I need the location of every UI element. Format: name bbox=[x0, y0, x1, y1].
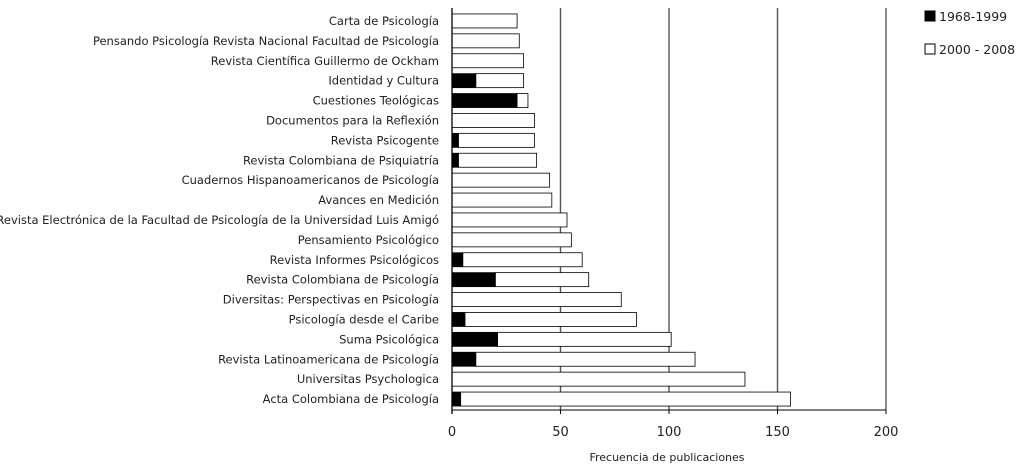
legend-swatch-period-2000-2008 bbox=[924, 43, 936, 55]
bar-period-2000-2008-3 bbox=[475, 73, 525, 89]
bar-period-1968-1999-16 bbox=[451, 331, 498, 347]
category-label: Carta de Psicología bbox=[329, 14, 439, 28]
category-label: Psicología desde el Caribe bbox=[289, 312, 439, 326]
bar-period-2000-2008-12 bbox=[462, 252, 583, 268]
bar-period-2000-2008-7 bbox=[458, 152, 538, 168]
category-label: Revista Colombiana de Psiquiatría bbox=[243, 153, 439, 167]
category-label: Revista Latinoamericana de Psicología bbox=[218, 352, 439, 366]
x-tick-label: 0 bbox=[448, 425, 456, 440]
bar-period-2000-2008-19 bbox=[460, 391, 791, 407]
x-tick-label: 150 bbox=[765, 425, 790, 440]
x-tick-label: 100 bbox=[657, 425, 682, 440]
category-label: Identidad y Cultura bbox=[328, 74, 439, 88]
bar-period-2000-2008-18 bbox=[451, 371, 746, 387]
category-label: Suma Psicológica bbox=[339, 332, 439, 346]
bar-period-1968-1999-19 bbox=[451, 391, 462, 407]
category-label: Revista Científica Guillermo de Ockham bbox=[211, 54, 439, 68]
category-label: Cuadernos Hispanoamericanos de Psicologí… bbox=[182, 173, 439, 187]
bar-period-1968-1999-6 bbox=[451, 132, 459, 148]
bar-period-2000-2008-5 bbox=[451, 113, 535, 128]
bar-period-2000-2008-9 bbox=[451, 192, 553, 208]
bar-period-2000-2008-4 bbox=[516, 93, 529, 108]
category-label: Avances en Medición bbox=[318, 193, 439, 207]
bar-period-1968-1999-4 bbox=[451, 93, 518, 108]
category-label: Documentos para la Reflexión bbox=[266, 113, 439, 127]
bar-period-1968-1999-3 bbox=[451, 73, 477, 89]
bar-period-1968-1999-15 bbox=[451, 312, 466, 327]
bar-period-2000-2008-0 bbox=[451, 13, 518, 29]
bar-period-2000-2008-14 bbox=[451, 292, 622, 307]
legend: 1968-1999 2000 - 2008 bbox=[924, 9, 1015, 57]
bar-period-2000-2008-16 bbox=[497, 331, 672, 347]
category-label: Revista Informes Psicológicos bbox=[270, 253, 439, 267]
bars bbox=[451, 13, 791, 407]
bar-period-1968-1999-12 bbox=[451, 252, 464, 268]
bar-period-2000-2008-11 bbox=[451, 232, 572, 248]
legend-label: 2000 - 2008 bbox=[939, 42, 1015, 57]
category-label: Acta Colombiana de Psicología bbox=[263, 392, 439, 406]
bar-period-2000-2008-2 bbox=[451, 53, 525, 69]
category-label: Revista Psicogente bbox=[331, 133, 439, 147]
category-label: Pensamiento Psicológico bbox=[298, 233, 439, 247]
category-label: Revista Colombiana de Psicología bbox=[246, 273, 439, 287]
x-tick-label: 200 bbox=[874, 425, 899, 440]
legend-label: 1968-1999 bbox=[939, 9, 1007, 24]
bar-period-1968-1999-13 bbox=[451, 272, 496, 288]
x-tick-label: 50 bbox=[552, 425, 569, 440]
x-axis: 0 50 100 150 200 bbox=[448, 8, 899, 440]
bar-period-2000-2008-15 bbox=[464, 312, 637, 327]
category-labels: Carta de Psicología Pensando Psicología R… bbox=[0, 14, 439, 406]
category-label: Revista Electrónica de la Facultad de Ps… bbox=[0, 213, 439, 227]
bar-period-2000-2008-13 bbox=[494, 272, 590, 288]
category-label: Diversitas: Perspectivas en Psicología bbox=[223, 293, 439, 307]
bar-period-1968-1999-17 bbox=[451, 351, 477, 367]
category-label: Cuestiones Teológicas bbox=[313, 94, 439, 108]
category-label: Universitas Psychologica bbox=[297, 372, 439, 386]
bar-period-2000-2008-17 bbox=[475, 351, 696, 367]
category-label: Pensando Psicología Revista Nacional Fac… bbox=[93, 34, 439, 48]
bar-period-1968-1999-7 bbox=[451, 152, 459, 168]
bar-period-2000-2008-10 bbox=[451, 212, 568, 228]
bar-period-2000-2008-6 bbox=[458, 132, 535, 148]
gridlines bbox=[559, 8, 887, 410]
bar-period-2000-2008-1 bbox=[451, 33, 520, 49]
bar-period-2000-2008-8 bbox=[451, 172, 551, 188]
x-axis-title: Frecuencia de publicaciones bbox=[589, 451, 744, 464]
legend-swatch-period-1968-1999 bbox=[924, 10, 936, 22]
